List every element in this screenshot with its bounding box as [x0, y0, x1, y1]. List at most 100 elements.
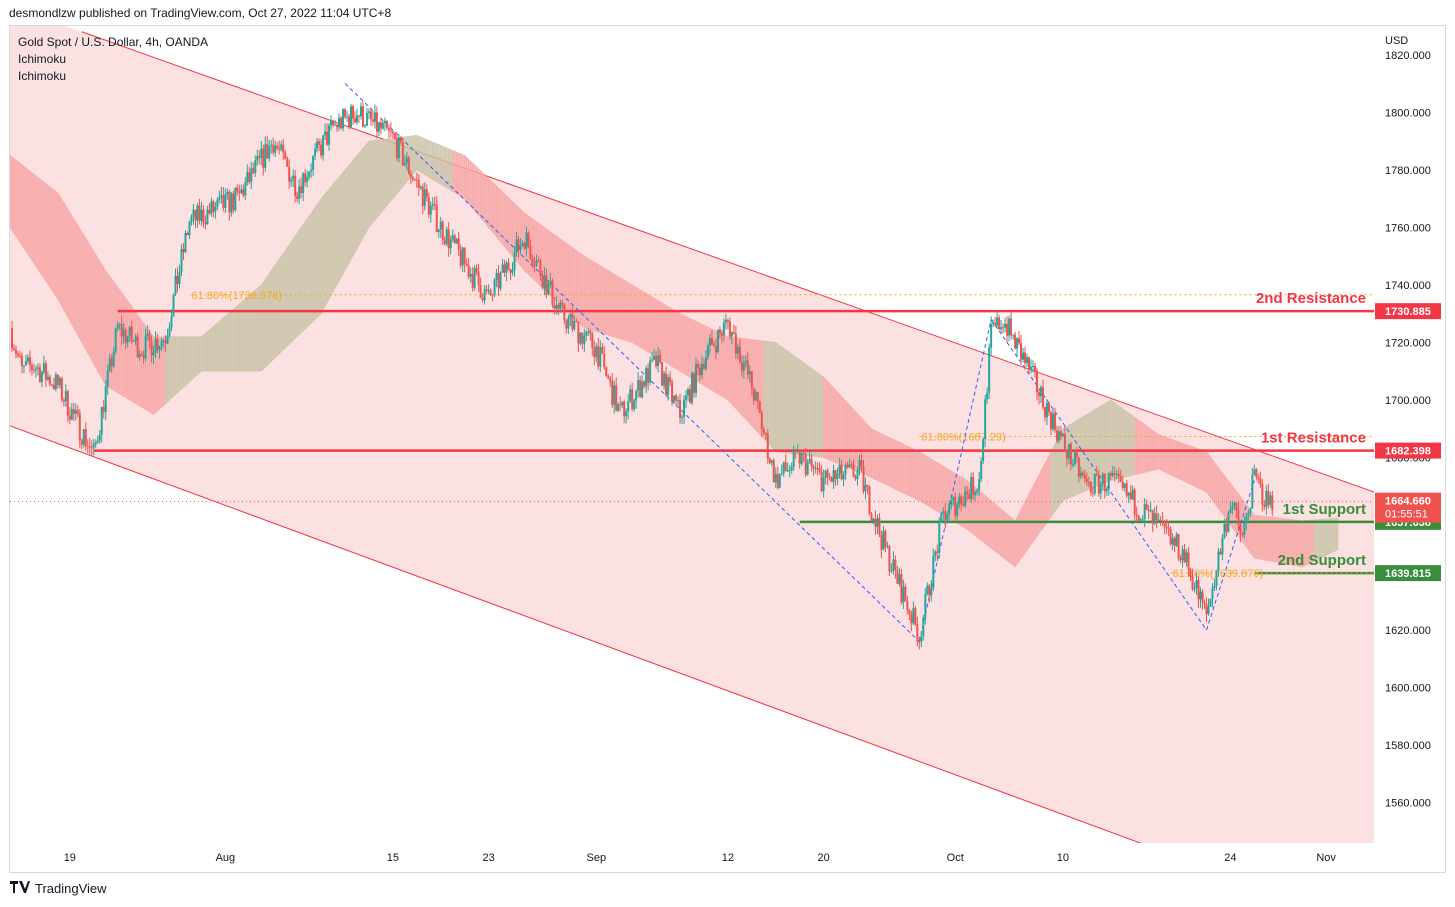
- candle-body: [744, 360, 747, 364]
- candle: [922, 614, 925, 641]
- candle-body: [258, 156, 261, 158]
- candle-body: [1253, 469, 1256, 476]
- candle-body: [20, 355, 23, 366]
- candle: [290, 176, 293, 187]
- candle: [651, 352, 654, 363]
- candle-body: [609, 378, 612, 381]
- candle: [1079, 466, 1082, 480]
- candle-body: [276, 145, 279, 149]
- candle: [928, 584, 931, 603]
- candle-body: [651, 359, 654, 361]
- candle: [344, 108, 347, 120]
- candle-body: [1207, 606, 1210, 614]
- candle-body: [1171, 538, 1174, 545]
- tradingview-brand[interactable]: TradingView: [10, 881, 107, 896]
- candle: [611, 373, 614, 408]
- candle-body: [66, 391, 69, 416]
- candle: [1221, 534, 1224, 561]
- candle-body: [874, 518, 877, 527]
- candle-body: [1181, 549, 1184, 561]
- candle: [18, 351, 21, 358]
- candle: [822, 469, 825, 498]
- candle: [1231, 500, 1234, 515]
- candle: [615, 377, 618, 412]
- candle: [483, 284, 486, 305]
- candle: [1085, 472, 1088, 486]
- candle: [144, 328, 147, 362]
- candle: [541, 270, 544, 290]
- candle-body: [527, 232, 530, 247]
- candle: [1135, 506, 1138, 522]
- candle: [314, 143, 317, 161]
- candle: [1243, 516, 1246, 539]
- candle-body: [60, 378, 63, 400]
- candle: [1018, 330, 1021, 346]
- candle-body: [846, 465, 849, 468]
- candle-body: [88, 446, 91, 448]
- candle-body: [1075, 452, 1078, 458]
- candle: [365, 108, 368, 126]
- candle: [1037, 389, 1040, 405]
- candle: [603, 345, 606, 370]
- candle: [1101, 472, 1104, 491]
- candle-body: [838, 464, 841, 474]
- candle: [649, 356, 652, 386]
- candle: [407, 155, 410, 175]
- candle-body: [178, 271, 181, 284]
- candle: [256, 149, 259, 166]
- candle-body: [519, 245, 522, 251]
- candle: [573, 315, 576, 331]
- candle: [216, 197, 219, 211]
- candle-body: [946, 514, 949, 521]
- candle: [206, 205, 209, 225]
- candle: [489, 288, 492, 297]
- candle: [1209, 598, 1212, 607]
- candle: [238, 184, 241, 201]
- candle: [1022, 347, 1025, 363]
- candle-body: [696, 364, 699, 368]
- candle-body: [493, 279, 496, 295]
- candle: [409, 169, 412, 185]
- candle: [796, 444, 799, 453]
- candle: [663, 370, 666, 390]
- candle: [1197, 576, 1200, 608]
- indicator-legend-1: Ichimoku: [18, 52, 67, 66]
- candle-body: [14, 349, 17, 355]
- candle-body: [409, 173, 412, 177]
- candle: [1055, 425, 1058, 444]
- candle-body: [1161, 520, 1164, 522]
- candle-body: [854, 477, 857, 479]
- candle: [537, 256, 540, 263]
- candle-body: [567, 317, 570, 329]
- candle: [1177, 533, 1180, 561]
- candle: [348, 113, 351, 130]
- candle: [746, 352, 749, 380]
- candle-body: [784, 462, 787, 471]
- candle: [571, 306, 574, 333]
- candle: [294, 170, 297, 203]
- candle-body: [685, 395, 688, 400]
- candle-body: [724, 319, 727, 323]
- candle: [1012, 334, 1015, 341]
- candle-body: [1061, 434, 1064, 437]
- candle-body: [1195, 580, 1198, 589]
- candle-body: [794, 450, 797, 452]
- candle: [20, 352, 23, 374]
- candle-body: [371, 119, 374, 122]
- candle-body: [675, 395, 678, 401]
- candle-body: [46, 376, 49, 380]
- candle-body: [1099, 484, 1102, 494]
- candle-body: [437, 229, 440, 232]
- candle: [148, 329, 151, 349]
- candle-body: [730, 332, 733, 337]
- candle-body: [647, 368, 650, 383]
- candle-body: [114, 328, 117, 352]
- candle-body: [906, 601, 909, 611]
- candle-body: [164, 340, 167, 344]
- candle: [350, 103, 352, 129]
- candle-body: [48, 376, 51, 385]
- candle: [547, 279, 550, 296]
- candle: [1127, 492, 1130, 504]
- candle-body: [639, 380, 642, 398]
